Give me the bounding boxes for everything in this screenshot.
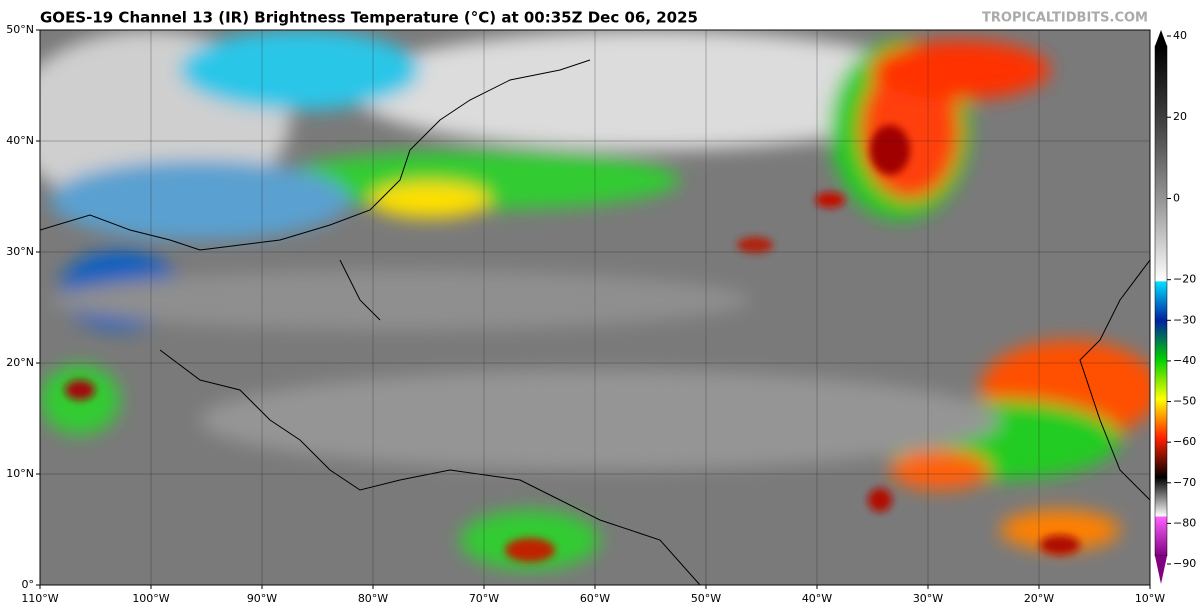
colorbar-label: −40 bbox=[1173, 354, 1196, 367]
lon-label: 10°W bbox=[1135, 592, 1165, 605]
satellite-image bbox=[40, 30, 1150, 585]
lon-label: 90°W bbox=[247, 592, 277, 605]
colorbar-label: −80 bbox=[1173, 516, 1196, 529]
colorbar-extend-top bbox=[1155, 30, 1167, 46]
source: TROPICALTIDBITS.COM bbox=[982, 11, 1148, 26]
colorbar-label: −70 bbox=[1173, 476, 1196, 489]
lon-label: 70°W bbox=[469, 592, 499, 605]
colorbar-label: −60 bbox=[1173, 435, 1196, 448]
lat-label: 0° bbox=[22, 578, 35, 591]
lon-label: 110°W bbox=[21, 592, 58, 605]
colorbar-label: 0 bbox=[1173, 191, 1180, 204]
title: GOES-19 Channel 13 (IR) Brightness Tempe… bbox=[40, 9, 698, 27]
colorbar-label: −30 bbox=[1173, 313, 1196, 326]
lon-label: 30°W bbox=[913, 592, 943, 605]
lon-label: 80°W bbox=[358, 592, 388, 605]
lat-label: 30°N bbox=[6, 245, 34, 258]
colorbar bbox=[1154, 45, 1168, 557]
colorbar-label: −90 bbox=[1173, 557, 1196, 570]
lat-label: 10°N bbox=[6, 467, 34, 480]
lon-label: 100°W bbox=[132, 592, 169, 605]
lat-label: 50°N bbox=[6, 23, 34, 36]
colorbar-label: −20 bbox=[1173, 273, 1196, 286]
lat-label: 20°N bbox=[6, 356, 34, 369]
colorbar-label: 20 bbox=[1173, 110, 1187, 123]
colorbar-label: −50 bbox=[1173, 395, 1196, 408]
colorbar-label: 40 bbox=[1173, 29, 1187, 42]
colorbar-extend-bottom bbox=[1155, 556, 1167, 584]
lon-label: 50°W bbox=[691, 592, 721, 605]
lon-label: 60°W bbox=[580, 592, 610, 605]
lon-label: 20°W bbox=[1024, 592, 1054, 605]
lat-label: 40°N bbox=[6, 134, 34, 147]
lon-label: 40°W bbox=[802, 592, 832, 605]
